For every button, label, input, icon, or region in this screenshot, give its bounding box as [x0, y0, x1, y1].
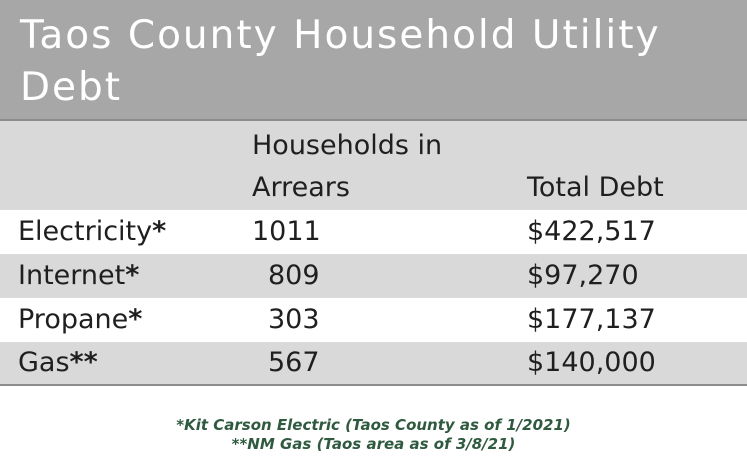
row-label: Electricity*: [18, 210, 166, 254]
footnote-gas-source: **NM Gas (Taos area as of 3/8/21): [231, 435, 516, 453]
row-label-text: Electricity: [18, 216, 153, 247]
table-divider-bottom: [0, 384, 747, 386]
table-row-internet: [0, 254, 747, 298]
header-row: [0, 121, 747, 210]
row-households: 809: [268, 260, 320, 291]
footnote-mark: *: [125, 260, 140, 291]
row-total-debt: $140,000: [527, 347, 656, 378]
row-households: 303: [268, 304, 320, 335]
row-label-text: Gas: [18, 347, 70, 378]
row-label: Internet*: [18, 254, 139, 298]
footnote-mark: *: [128, 304, 143, 335]
footnote-electric-source: *Kit Carson Electric (Taos County as of …: [176, 416, 571, 434]
header-divider-top: [0, 119, 747, 121]
footnote-mark: **: [69, 347, 98, 378]
row-label: Gas**: [18, 341, 98, 385]
row-households: 1011: [252, 216, 321, 247]
header-total-debt: Total Debt: [527, 172, 664, 203]
row-label-text: Propane: [18, 304, 129, 335]
title-band: Taos County Household Utility Debt: [0, 0, 747, 119]
header-households-line1: Households in: [252, 130, 443, 161]
row-label-text: Internet: [18, 260, 126, 291]
row-households: 567: [268, 347, 320, 378]
row-total-debt: $97,270: [527, 260, 639, 291]
row-total-debt: $422,517: [527, 216, 656, 247]
row-label: Propane*: [18, 298, 142, 342]
table-row-gas: [0, 342, 747, 384]
header-households-line2: Arrears: [252, 172, 350, 203]
table-title: Taos County Household Utility Debt: [20, 13, 661, 110]
row-total-debt: $177,137: [527, 304, 656, 335]
footnote-mark: *: [152, 216, 167, 247]
